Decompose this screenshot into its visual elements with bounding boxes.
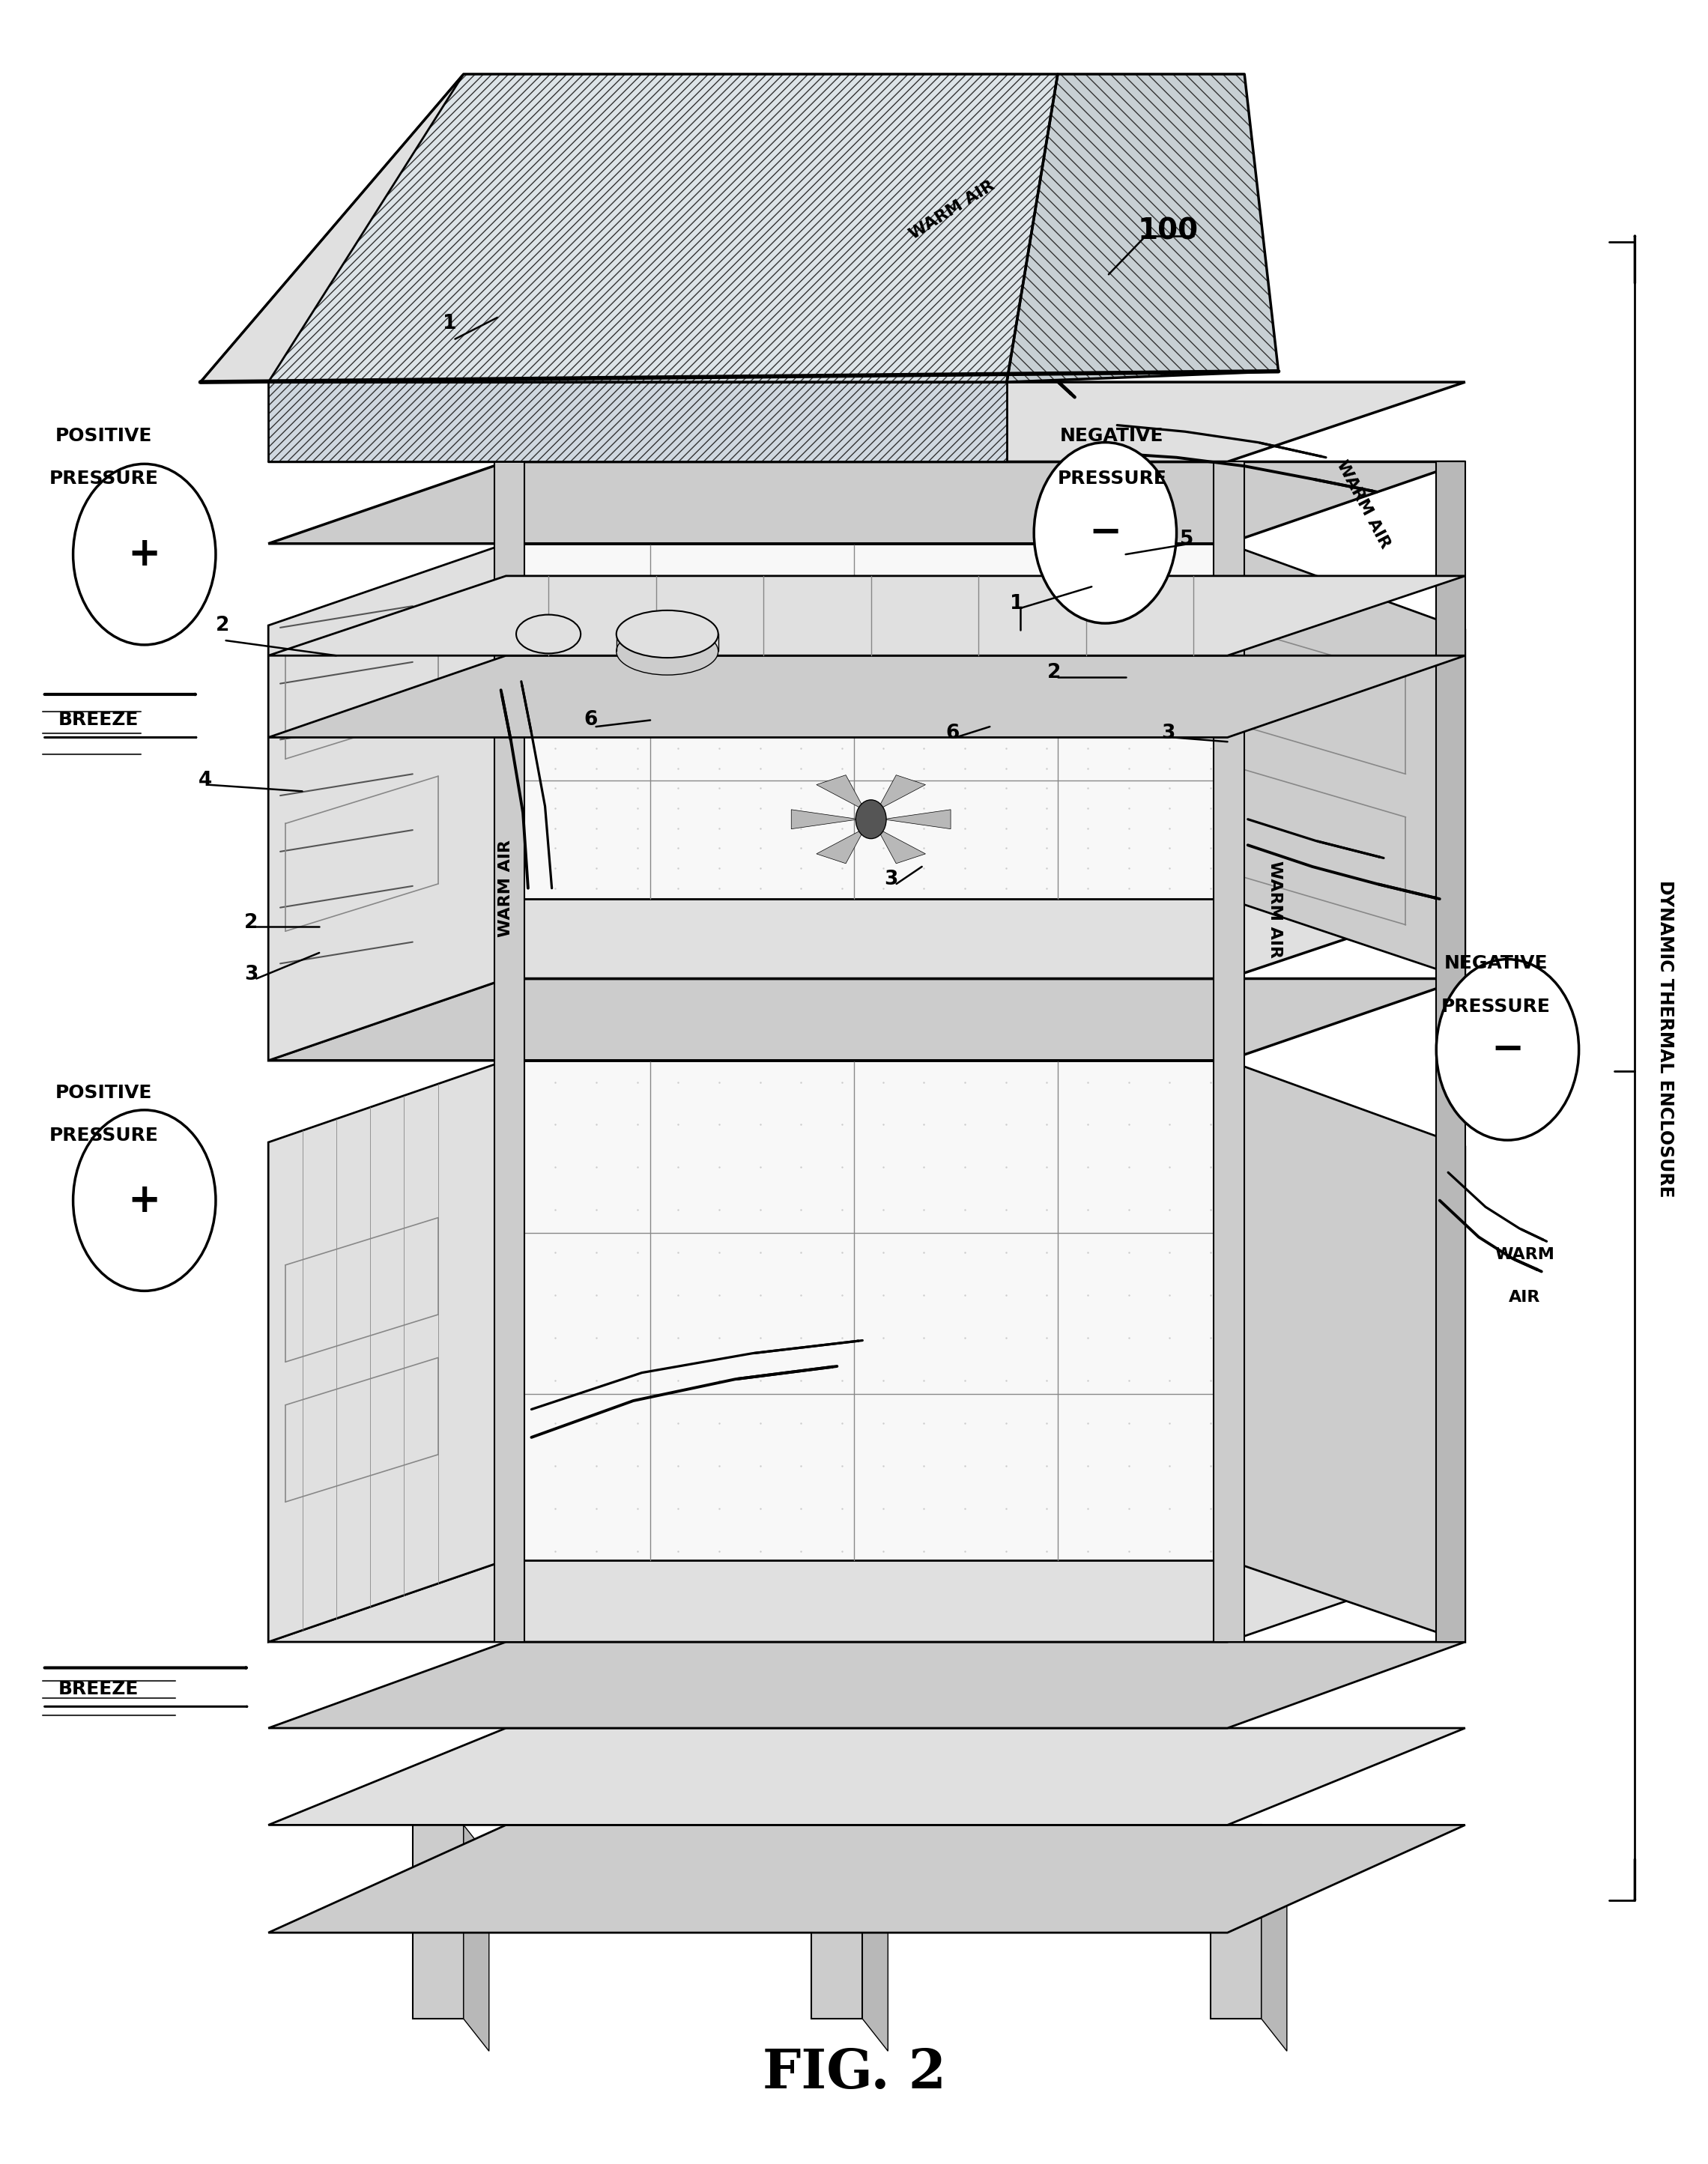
Text: BREEZE: BREEZE [58, 1679, 138, 1699]
Text: 3: 3 [244, 965, 258, 985]
Polygon shape [1262, 1824, 1286, 2051]
Polygon shape [863, 1824, 888, 2051]
Polygon shape [791, 809, 859, 829]
Text: +: + [128, 535, 161, 573]
Text: BREEZE: BREEZE [58, 712, 138, 729]
Text: 1: 1 [442, 314, 458, 333]
Polygon shape [1228, 543, 1465, 978]
Circle shape [73, 1110, 215, 1292]
Text: 100: 100 [1138, 216, 1199, 245]
Polygon shape [1214, 461, 1245, 1642]
Ellipse shape [617, 628, 717, 675]
Polygon shape [268, 656, 1465, 738]
Text: WARM: WARM [1494, 1246, 1554, 1262]
Polygon shape [811, 1824, 863, 2019]
Polygon shape [878, 829, 926, 863]
Polygon shape [268, 1560, 1465, 1642]
Polygon shape [494, 461, 524, 1642]
Polygon shape [268, 1060, 506, 1642]
Text: 3: 3 [1161, 723, 1175, 742]
Ellipse shape [516, 615, 581, 654]
Polygon shape [816, 775, 864, 809]
Text: 1: 1 [1009, 595, 1023, 615]
Ellipse shape [617, 610, 717, 658]
Polygon shape [268, 383, 1006, 461]
Text: −: − [1491, 1030, 1524, 1069]
Text: WARM AIR: WARM AIR [1334, 459, 1392, 552]
Text: DYNAMIC THERMAL ENCLOSURE: DYNAMIC THERMAL ENCLOSURE [1657, 881, 1674, 1197]
Polygon shape [200, 74, 463, 383]
Text: 2: 2 [244, 913, 258, 933]
Polygon shape [506, 543, 1228, 898]
Polygon shape [268, 543, 506, 1060]
Circle shape [73, 463, 215, 645]
Polygon shape [268, 1729, 1465, 1824]
Text: AIR: AIR [1508, 1290, 1541, 1305]
Polygon shape [1211, 1824, 1262, 2019]
Text: 6: 6 [946, 723, 960, 742]
Polygon shape [816, 829, 864, 863]
Polygon shape [878, 775, 926, 809]
Text: FIG. 2: FIG. 2 [762, 2047, 946, 2099]
Text: 2: 2 [215, 617, 229, 636]
Polygon shape [1006, 74, 1278, 383]
Circle shape [856, 801, 886, 840]
Text: 6: 6 [584, 710, 598, 729]
Polygon shape [200, 74, 1057, 383]
Text: NEGATIVE: NEGATIVE [1061, 426, 1163, 446]
Polygon shape [1228, 1060, 1465, 1642]
Circle shape [1436, 959, 1578, 1140]
Text: 4: 4 [198, 770, 212, 790]
Text: +: + [128, 1182, 161, 1220]
Text: WARM AIR: WARM AIR [499, 840, 514, 937]
Polygon shape [268, 898, 1465, 978]
Polygon shape [268, 383, 1465, 461]
Text: POSITIVE: POSITIVE [55, 1084, 152, 1101]
Circle shape [1033, 441, 1177, 623]
Text: −: − [1088, 513, 1122, 552]
Text: WARM AIR: WARM AIR [907, 177, 997, 242]
Polygon shape [268, 978, 1465, 1060]
Polygon shape [268, 1642, 1465, 1729]
Polygon shape [506, 1060, 1228, 1560]
Polygon shape [463, 1824, 488, 2051]
Polygon shape [268, 461, 1465, 543]
Text: PRESSURE: PRESSURE [50, 1127, 159, 1145]
Polygon shape [1436, 461, 1465, 1642]
Text: POSITIVE: POSITIVE [55, 426, 152, 446]
Text: 5: 5 [1180, 530, 1194, 550]
Polygon shape [268, 1824, 1465, 1932]
Polygon shape [413, 1824, 463, 2019]
Text: PRESSURE: PRESSURE [1057, 470, 1167, 487]
Text: 2: 2 [1047, 662, 1061, 682]
Text: 3: 3 [885, 870, 898, 889]
Text: PRESSURE: PRESSURE [50, 470, 159, 487]
Text: WARM AIR: WARM AIR [1267, 861, 1283, 959]
Text: PRESSURE: PRESSURE [1442, 998, 1551, 1015]
Text: NEGATIVE: NEGATIVE [1443, 954, 1547, 972]
Polygon shape [883, 809, 951, 829]
Polygon shape [268, 576, 1465, 656]
